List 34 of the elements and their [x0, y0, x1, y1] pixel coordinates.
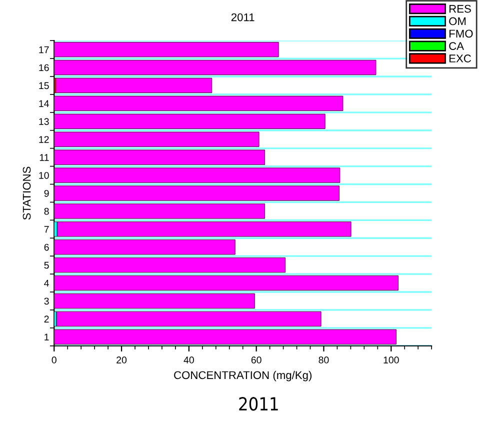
- y-tick-label: 13: [39, 118, 49, 125]
- y-tick-label: 8: [44, 208, 49, 215]
- x-tick-label: 100: [384, 356, 399, 364]
- legend-label: FMO: [450, 30, 473, 38]
- y-tick-label: 12: [39, 136, 49, 143]
- y-tick-label: 17: [39, 46, 49, 54]
- x-tick-label: 80: [318, 356, 329, 364]
- y-tick-label: 9: [44, 190, 49, 197]
- legend-label: EXC: [450, 54, 472, 62]
- x-tick-label: 20: [116, 356, 127, 364]
- y-tick-label: 3: [44, 298, 49, 305]
- bar: [56, 311, 322, 327]
- y-tick-label: 10: [39, 172, 49, 179]
- y-tick-label: 2: [44, 316, 49, 322]
- x-tick-label: 60: [251, 356, 262, 364]
- y-tick-label: 1: [44, 334, 49, 340]
- y-tick-label: 7: [44, 226, 49, 233]
- y-tick-label: 14: [39, 100, 49, 107]
- chart-title: 2011: [231, 13, 254, 22]
- y-tick-label: 6: [44, 244, 49, 251]
- y-tick-label: 16: [39, 64, 49, 72]
- y-axis-title: STATIONS: [22, 166, 31, 220]
- bar: [56, 222, 352, 237]
- x-axis-title: CONCENTRATION (mg/Kg): [174, 370, 312, 382]
- y-tick-label: 5: [44, 262, 49, 269]
- x-tick-label: 40: [184, 356, 194, 364]
- x-tick-label: 0: [52, 356, 56, 364]
- y-tick-label: 4: [44, 280, 49, 287]
- legend-label: CA: [449, 42, 464, 50]
- legend-label: RES: [450, 4, 471, 13]
- y-tick-label: 15: [39, 82, 49, 90]
- legend-label: OM: [449, 17, 466, 26]
- y-tick-label: 11: [40, 154, 49, 161]
- text: 2011: [239, 397, 278, 411]
